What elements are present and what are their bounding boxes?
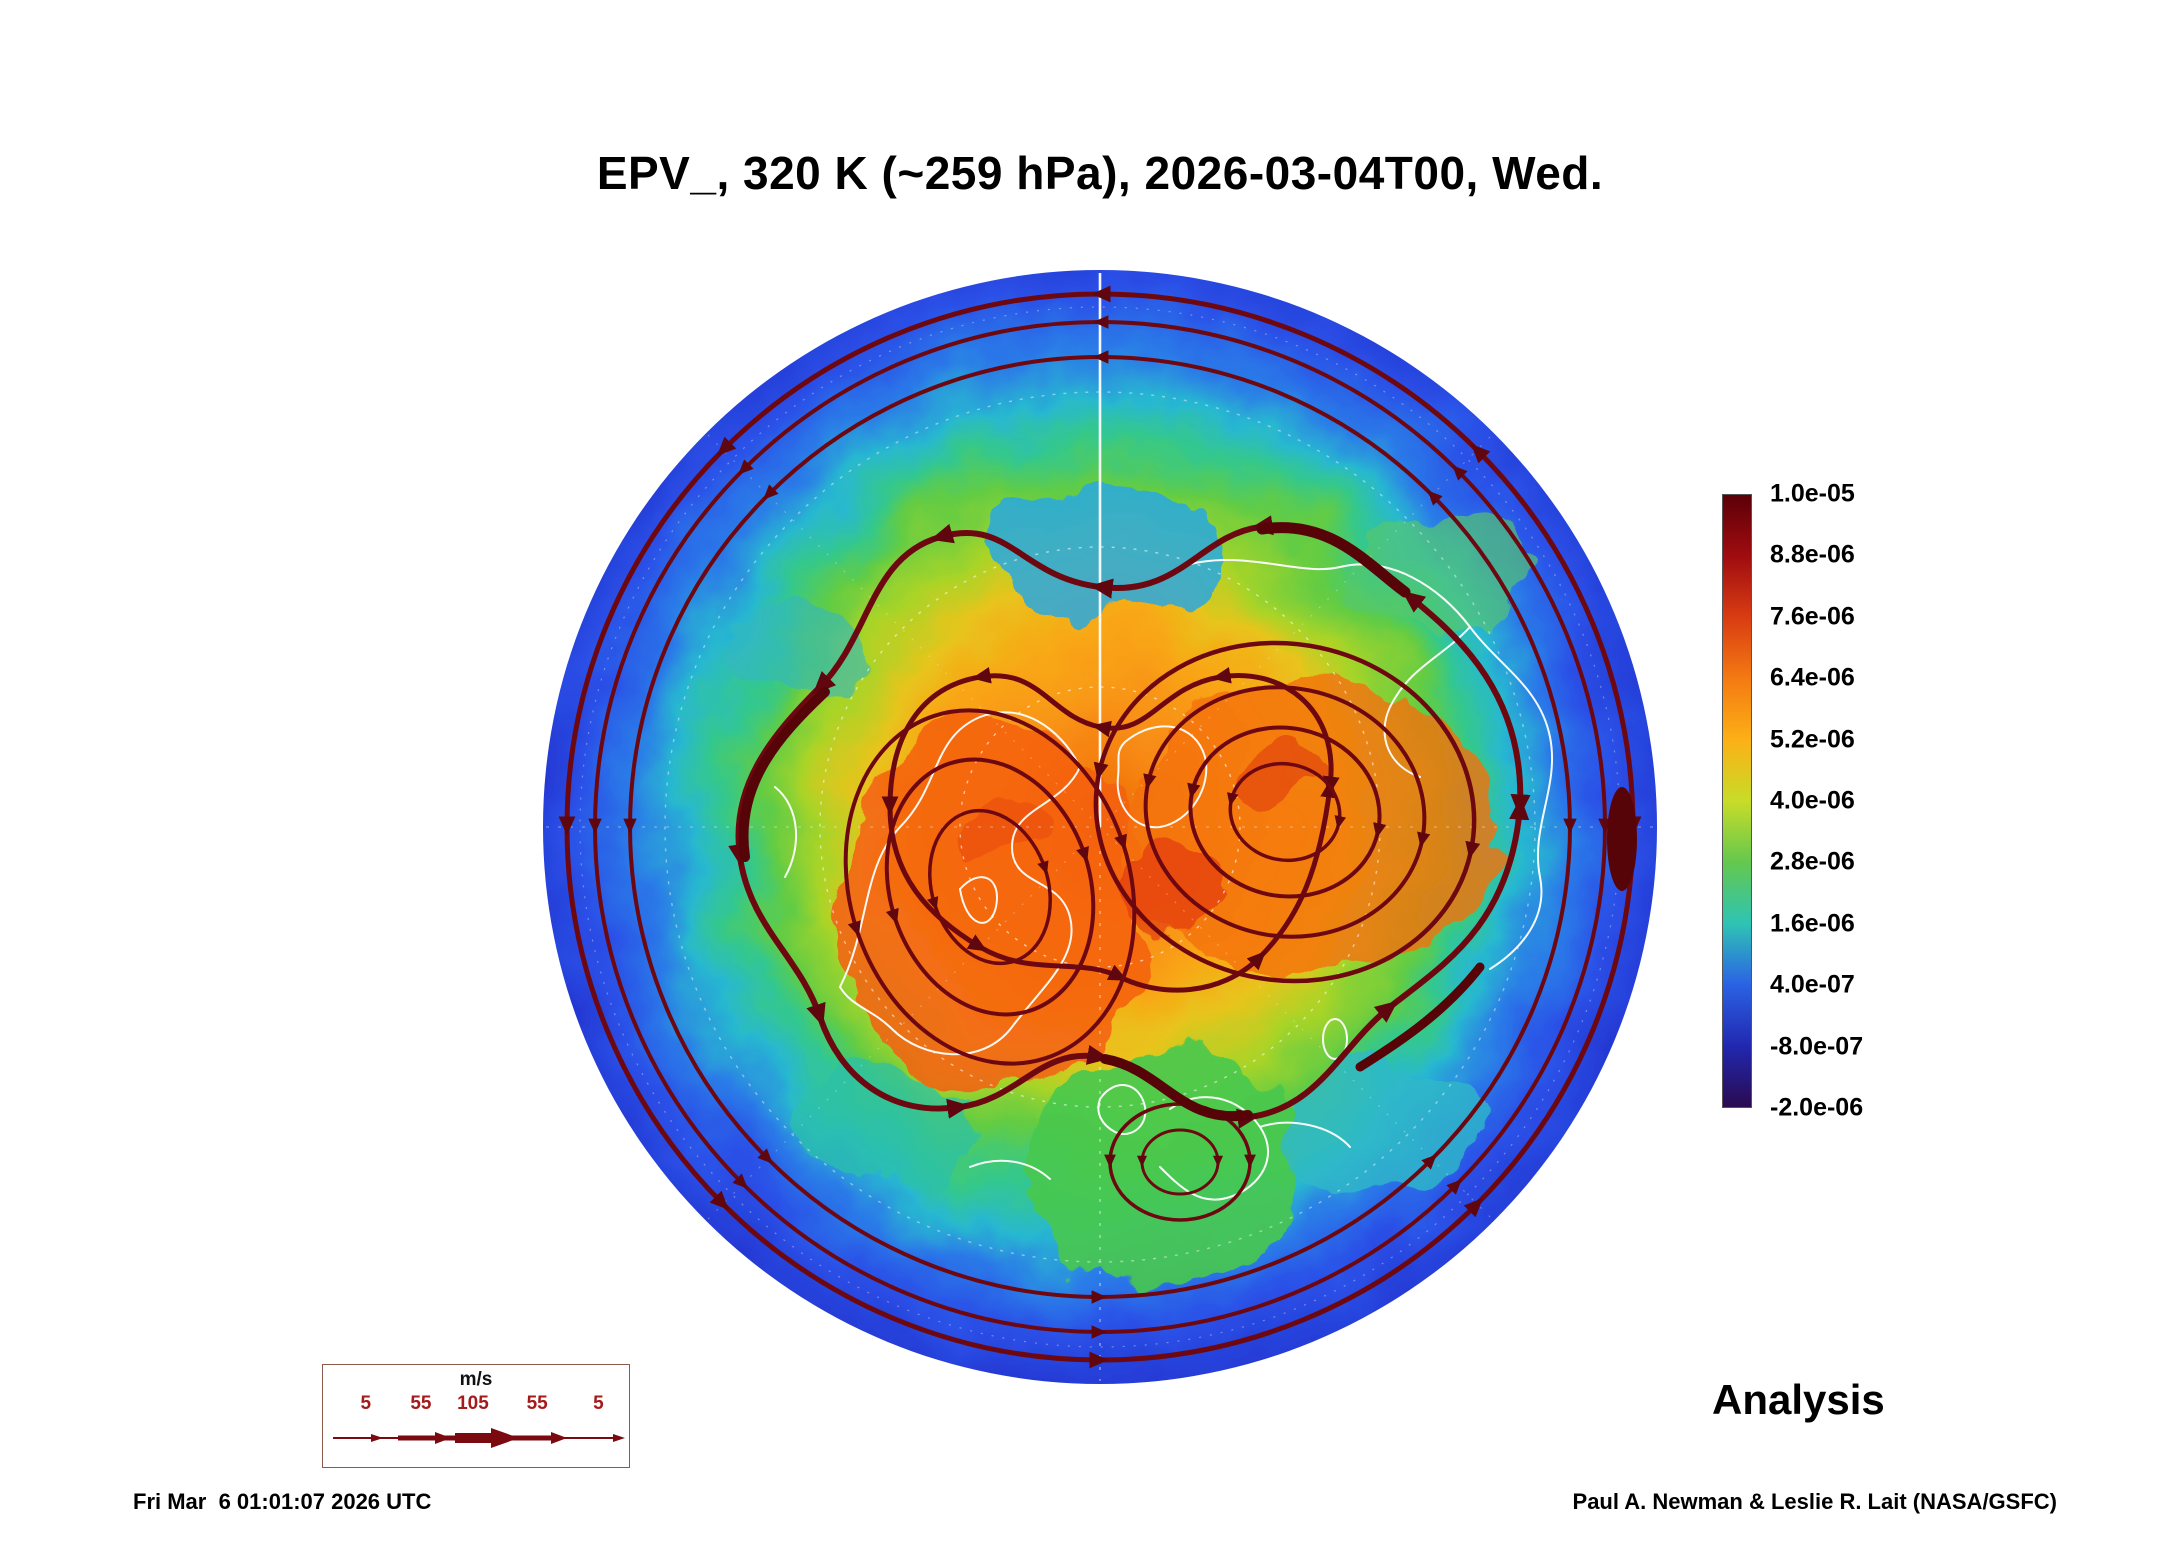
colorbar-tick: 5.2e-06 [1770,725,1855,754]
colorbar-tick: 2.8e-06 [1770,847,1855,876]
colorbar-tick: 4.0e-06 [1770,786,1855,815]
colorbar-tick: 6.4e-06 [1770,663,1855,692]
colorbar-tick: 1.6e-06 [1770,909,1855,938]
colorbar-tick: 7.6e-06 [1770,602,1855,631]
colorbar-labels: 1.0e-05 8.8e-06 7.6e-06 6.4e-06 5.2e-06 … [1770,480,1970,1122]
colorbar-tick: -8.0e-07 [1770,1032,1864,1061]
colorbar-tick: -2.0e-06 [1770,1093,1864,1122]
wind-legend-arrow [323,1421,631,1461]
analysis-label: Analysis [1712,1376,1885,1423]
jet-streaks [738,522,1637,1122]
wind-tick: 5 [593,1393,604,1414]
polar-map [540,267,1660,1387]
wind-legend-ticks: 5 55 105 55 5 [323,1393,629,1415]
colorbar-tick: 4.0e-07 [1770,970,1855,999]
footer-credit: Paul A. Newman & Leslie R. Lait (NASA/GS… [1572,1489,2057,1514]
wind-tick: 5 [360,1393,372,1414]
colorbar-tick: 8.8e-06 [1770,540,1855,569]
wind-legend-unit: m/s [459,1369,493,1390]
streamlines [558,285,1642,1369]
colorbar-gradient [1722,494,1752,1108]
figure-title: EPV_, 320 K (~259 hPa), 2026-03-04T00, W… [596,147,1604,199]
polar-map-svg [543,270,1657,1384]
wind-speed-legend: m/s 5 55 105 55 5 [322,1364,630,1468]
footer-timestamp: Fri Mar 6 01:01:07 2026 UTC [133,1489,432,1514]
wind-tick: 105 [457,1393,489,1414]
colorbar-tick: 1.0e-05 [1770,479,1855,508]
colorbar: 1.0e-05 8.8e-06 7.6e-06 6.4e-06 5.2e-06 … [1722,480,1982,1122]
wind-tick: 55 [410,1393,432,1414]
wind-tick: 55 [526,1393,548,1414]
